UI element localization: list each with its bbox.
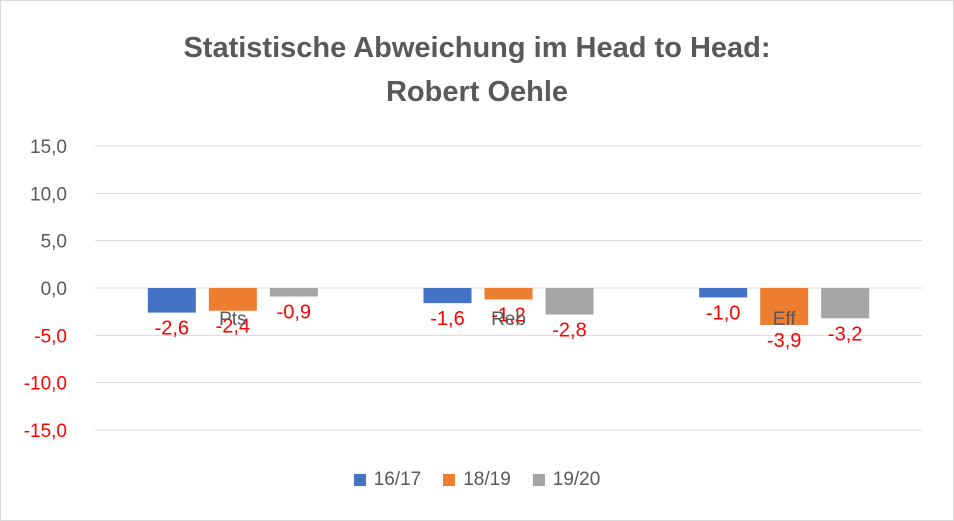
y-tick-label: -5,0 xyxy=(34,326,67,347)
legend-item: 18/19 xyxy=(443,469,511,491)
bar xyxy=(821,288,870,319)
y-tick-label: 10,0 xyxy=(30,184,67,205)
y-tick-label: -15,0 xyxy=(24,421,67,442)
bar xyxy=(147,288,196,313)
y-tick-label: 5,0 xyxy=(41,232,67,253)
y-tick-label: -10,0 xyxy=(24,374,67,395)
bar xyxy=(484,288,533,300)
legend-swatch xyxy=(443,474,456,486)
legend-label: 19/20 xyxy=(552,469,601,490)
legend-item: 16/17 xyxy=(353,469,422,491)
chart-title-line-1: Statistische Abweichung im Head to Head: xyxy=(183,32,771,64)
data-label: -2,6 xyxy=(155,318,189,340)
bar xyxy=(760,288,809,325)
bar xyxy=(423,288,472,304)
data-label: -3,9 xyxy=(767,330,801,352)
legend: 16/17 18/19 19/20 xyxy=(0,466,954,494)
y-tick-label: 15,0 xyxy=(30,137,67,158)
data-label: -2,8 xyxy=(552,320,586,342)
legend-label: 18/19 xyxy=(463,469,511,490)
data-label: -1,0 xyxy=(706,302,740,324)
data-label: -1,2 xyxy=(491,304,525,326)
category-label: Reb xyxy=(491,309,526,330)
category-label: Eff xyxy=(773,309,797,330)
category-label: Pts xyxy=(219,309,246,330)
bar xyxy=(699,288,748,298)
legend-swatch xyxy=(532,474,545,486)
bar xyxy=(269,288,318,297)
legend-swatch xyxy=(353,474,366,486)
chart-title: Statistische Abweichung im Head to Head:… xyxy=(0,26,954,114)
legend-label: 16/17 xyxy=(373,469,422,490)
y-tick-label: 0,0 xyxy=(41,279,67,300)
bar xyxy=(208,288,257,311)
chart-title-line-2: Robert Oehle xyxy=(385,76,569,108)
data-label: -3,2 xyxy=(828,323,862,345)
data-label: -2,4 xyxy=(216,316,250,338)
bar xyxy=(545,288,594,315)
legend-item: 19/20 xyxy=(532,469,601,491)
data-label: -0,9 xyxy=(277,302,311,324)
data-label: -1,6 xyxy=(430,308,464,330)
